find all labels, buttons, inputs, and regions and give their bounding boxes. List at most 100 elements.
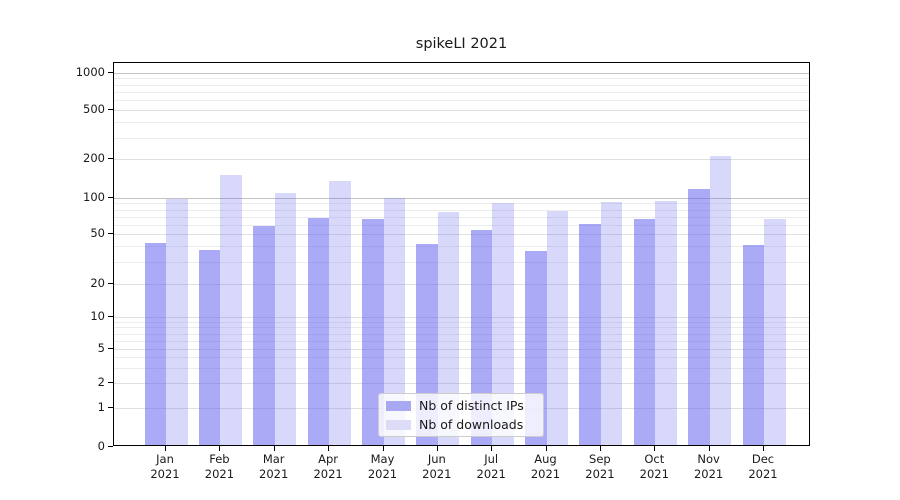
y-tick: [108, 406, 113, 408]
y-tick-label: 1: [97, 399, 105, 414]
gridline: [114, 137, 809, 139]
bar-downloads-dec: [764, 219, 786, 445]
bar-ips-apr: [307, 217, 330, 445]
x-tick-label: Jun 2021: [422, 452, 452, 481]
y-tick: [108, 382, 113, 383]
x-tick: [382, 446, 384, 451]
y-tick-label: 10: [90, 309, 105, 323]
gridline: [114, 283, 809, 285]
legend-swatch-distinct-ips: [386, 400, 411, 411]
bar-downloads-nov: [709, 155, 732, 445]
gridline: [114, 100, 809, 102]
bar-ips-sep: [579, 223, 601, 445]
legend-label-distinct-ips: Nb of distinct IPs: [419, 398, 524, 413]
bar-downloads-jan: [166, 198, 188, 445]
x-tick: [165, 446, 166, 451]
bar-downloads-sep: [600, 201, 623, 445]
y-tick-label: 100: [83, 189, 105, 204]
x-tick-label: Aug 2021: [530, 452, 561, 481]
x-tick-label: Jul 2021: [476, 452, 506, 481]
y-tick: [108, 282, 113, 284]
x-tick: [273, 446, 275, 451]
x-tick-label: Jan 2021: [150, 452, 180, 481]
x-tick-label: Apr 2021: [313, 452, 343, 481]
gridline: [114, 92, 809, 93]
x-tick: [599, 446, 601, 451]
legend-item-distinct-ips: Nb of distinct IPs: [386, 398, 535, 413]
bar-downloads-apr: [329, 180, 351, 445]
gridline: [114, 159, 809, 161]
bar-downloads-aug: [546, 211, 568, 445]
y-tick: [108, 446, 113, 447]
bar-ips-jan: [144, 242, 166, 445]
x-tick: [328, 446, 330, 451]
gridline: [114, 216, 809, 218]
gridline: [114, 317, 809, 318]
bar-ips-dec: [742, 245, 764, 445]
bar-ips-mar: [253, 225, 275, 445]
x-tick: [545, 446, 547, 451]
gridline: [114, 110, 809, 112]
x-tick-label: Nov 2021: [693, 452, 724, 481]
y-tick-label: 20: [90, 275, 105, 290]
x-tick: [763, 446, 764, 451]
x-tick-label: Feb 2021: [204, 452, 235, 481]
gridline: [114, 383, 809, 384]
bar-downloads-jul: [492, 202, 514, 445]
gridline: [114, 327, 809, 329]
legend: Nb of distinct IPs Nb of downloads: [378, 393, 544, 437]
bar-ips-may: [362, 218, 384, 445]
x-tick-label: Sep 2021: [585, 452, 615, 481]
gridline: [114, 224, 809, 226]
y-tick-label: 200: [83, 151, 105, 166]
gridline: [114, 261, 809, 263]
legend-item-downloads: Nb of downloads: [386, 417, 535, 432]
plot-area: [113, 62, 810, 446]
x-tick: [708, 446, 710, 451]
y-tick-label: 5: [97, 341, 105, 355]
x-tick-label: May 2021: [367, 452, 398, 481]
y-tick: [108, 233, 113, 235]
bar-ips-feb: [198, 249, 221, 445]
bar-downloads-oct: [655, 200, 677, 445]
y-tick: [108, 158, 113, 160]
x-tick: [219, 446, 221, 451]
gridline: [114, 368, 809, 369]
y-tick-label: 0: [97, 439, 105, 453]
gridline: [114, 246, 809, 248]
x-tick: [654, 446, 656, 451]
x-tick: [436, 446, 438, 451]
gridline: [114, 357, 809, 359]
gridline: [114, 209, 809, 211]
x-tick-label: Mar 2021: [259, 452, 289, 481]
y-tick: [108, 316, 113, 317]
y-tick: [108, 71, 113, 73]
bar-ips-oct: [633, 219, 656, 445]
bar-downloads-feb: [220, 175, 242, 445]
gridline: [114, 321, 809, 323]
gridline: [114, 78, 809, 80]
y-tick-label: 2: [97, 375, 105, 389]
x-tick: [491, 446, 493, 451]
x-tick-label: Oct 2021: [639, 452, 669, 481]
legend-swatch-downloads: [386, 419, 411, 430]
legend-label-downloads: Nb of downloads: [419, 417, 524, 432]
y-tick-label: 1000: [75, 64, 105, 79]
gridline: [114, 84, 809, 86]
bar-ips-nov: [688, 189, 710, 445]
chart-title: spikeLI 2021: [415, 36, 508, 52]
gridline: [114, 72, 809, 74]
bar-downloads-mar: [274, 193, 297, 445]
gridline: [114, 234, 809, 236]
gridline: [114, 122, 809, 124]
bar-downloads-jun: [437, 211, 460, 445]
y-tick: [108, 196, 113, 198]
y-tick: [108, 348, 113, 349]
gridline: [114, 197, 809, 199]
gridline: [114, 333, 809, 335]
y-tick: [108, 109, 113, 111]
y-tick-label: 50: [90, 226, 105, 241]
bar-downloads-may: [383, 197, 405, 445]
bar-ips-jul: [470, 230, 493, 445]
